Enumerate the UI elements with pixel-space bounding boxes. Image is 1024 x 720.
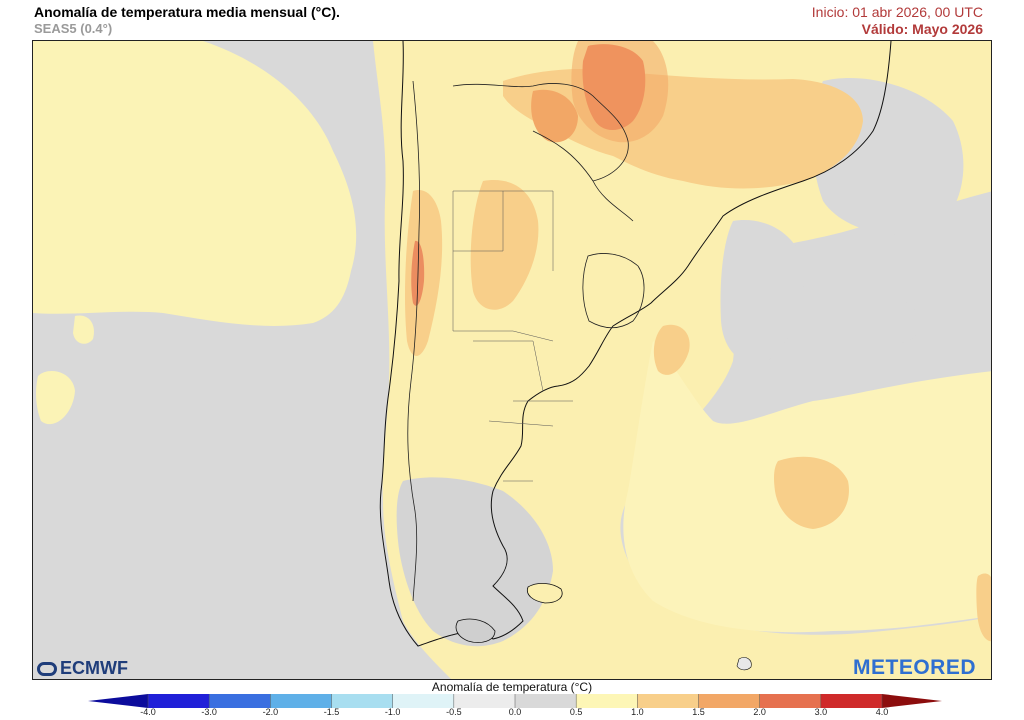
patagonia-neutral-region [396,477,553,647]
pacific-warm-patch-2 [36,371,75,425]
colorbar-tick-label: 2.0 [753,707,766,717]
model-label: SEAS5 (0.4°) [34,21,113,36]
colorbar-title: Anomalía de temperatura (°C) [431,680,593,694]
colorbar-extend-high [882,694,942,708]
colorbar [88,694,942,708]
anomaly-1.0-cuyo [470,180,539,310]
colorbar-segment [148,694,210,708]
colorbar-segment [698,694,761,708]
valid-period: Válido: Mayo 2026 [861,21,983,37]
anomaly-1.5-ring [571,41,669,143]
colorbar-segment [576,694,638,708]
colorbar-labels: -4.0 -3.0 -2.0 -1.5 -1.0 -0.5 0.0 0.5 1.0 1.5 2.0 3… [0,707,1024,720]
colorbar-tick-label: 0.0 [508,707,522,717]
anomaly-1.0-south-atlantic [774,456,849,529]
tierra-del-fuego [455,618,496,643]
country-border-arg-chile [407,80,421,602]
colorbar-segment [331,694,394,708]
ecmwf-logo: ECMWF [37,658,128,679]
colorbar-segment [637,694,699,708]
colorbar-segment [209,694,271,708]
malvinas-islands [526,583,563,604]
anomaly-1.5-north [531,89,578,143]
pacific-warm-region [33,41,357,326]
colorbar-tick-label: 1.0 [631,707,644,717]
colorbar-tick-label: -2.0 [262,707,279,717]
colorbar-segment [820,694,883,708]
colorbar-extend-low [88,694,148,708]
anomaly-map[interactable] [32,40,992,680]
atlantic-neutral-patch-3 [882,300,919,343]
colorbar-tick-label: 0.5 [569,707,583,717]
province-borders [452,190,573,482]
colorbar-tick-label: -3.0 [201,707,217,717]
anomaly-1.0-east-edge [976,573,991,642]
init-time: Inicio: 01 abr 2026, 00 UTC [811,4,983,20]
country-border-uruguay [582,253,645,329]
colorbar-tick-label: -1.5 [323,707,340,717]
country-border-paraguay [532,130,634,222]
colorbar-tick-label: 1.5 [692,707,705,717]
atlantic-neutral-patch [720,220,804,364]
colorbar-segment [392,694,455,708]
pacific-small-patch [73,315,94,344]
colorbar-segment [759,694,822,708]
map-title: Anomalía de temperatura media mensual (°… [34,4,340,20]
meteored-logo: METEORED [853,656,977,679]
map-canvas [33,41,991,679]
ecmwf-logo-icon [37,661,57,676]
colorbar-tick-label: -4.0 [140,707,156,717]
south-america-coastline [379,41,892,647]
south-georgia-island [736,657,752,671]
colorbar-segment [515,694,577,708]
anomaly-1.0-atlantic-band [653,324,690,375]
colorbar-tick-label: -0.5 [446,707,462,717]
colorbar-tick-label: 4.0 [875,707,889,717]
country-border-bolivia [452,83,629,182]
colorbar-tick-label: 3.0 [814,707,828,717]
colorbar-segment [270,694,332,708]
colorbar-tick-label: -1.0 [384,707,401,717]
colorbar-segment [453,694,516,708]
